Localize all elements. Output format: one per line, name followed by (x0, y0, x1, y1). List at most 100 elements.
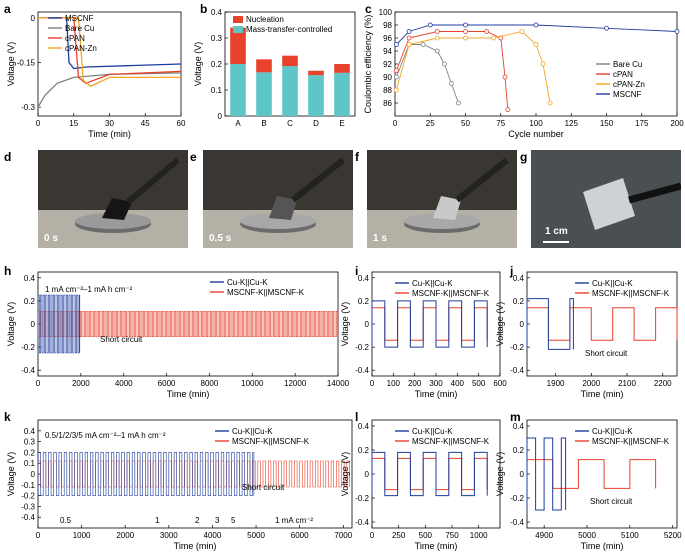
photo-d-time: 0 s (44, 233, 58, 244)
chart-l-ytick-label-1: -0.2 (355, 494, 369, 503)
chart-c-legend-3: MSCNF (613, 90, 642, 99)
chart-c-series-1 (395, 31, 509, 110)
chart-k-xtick-label-7: 7000 (334, 531, 352, 540)
chart-a-xtick-label-3: 45 (141, 119, 150, 128)
chart-c-series-2 (395, 31, 551, 104)
chart-k-ytick-label-3: -0.1 (21, 481, 35, 490)
chart-a-legend-3: cPAN-Zn (65, 44, 97, 53)
panel-label-i: i (355, 264, 359, 278)
chart-h-trace-1 (37, 294, 81, 354)
chart-b-bar-0-3 (308, 75, 324, 116)
chart-b-bar-0-2 (282, 66, 298, 116)
chart-k-legend-0: Cu-K||Cu-K (232, 427, 273, 436)
chart-j-short-label: Short circuit (585, 349, 628, 358)
chart-c-point-0-4 (441, 61, 447, 67)
chart-l-legend-1: MSCNF-K||MSCNF-K (412, 437, 490, 446)
chart-b-bar-0-0 (230, 64, 246, 116)
chart-k-xtick-label-5: 5000 (247, 531, 265, 540)
chart-c-point-1-1 (406, 35, 412, 41)
chart-b-bar-1-2 (282, 55, 298, 67)
chart-b-ytick-label-4: 0.4 (211, 8, 223, 17)
chart-b-category-1: B (261, 119, 266, 128)
panel-label-j: j (510, 264, 514, 278)
chart-c-point-0-6 (456, 100, 461, 106)
chart-h-xtick-label-5: 10000 (241, 379, 264, 388)
chart-l-ytick-label-3: 0.2 (358, 446, 370, 455)
panel-label-l: l (355, 410, 359, 424)
chart-c-point-2-4 (491, 35, 497, 41)
chart-i-legend-1: MSCNF-K||MSCNF-K (412, 289, 490, 298)
chart-i-xtick-label-6: 600 (493, 379, 507, 388)
chart-i-legend-0: Cu-K||Cu-K (412, 279, 453, 288)
photo-g-scalebar: 1 cm (545, 226, 568, 237)
chart-c-point-1-0 (394, 68, 399, 73)
chart-i-ytick-label-3: 0.2 (358, 297, 370, 306)
chart-j-ytick-label-2: 0 (520, 320, 525, 329)
photo-d-image (38, 150, 188, 248)
chart-k-ytick-label-4: 0 (31, 470, 36, 479)
chart-j-ytick-label-1: -0.2 (510, 343, 524, 352)
chart-h-xtick-label-3: 6000 (158, 379, 176, 388)
chart-b-category-4: E (339, 119, 344, 128)
chart-c-ytick-label-4: 94 (383, 47, 392, 56)
chart-i-ytick-label-1: -0.2 (355, 343, 369, 352)
chart-b-ytick-label-3: 0.3 (211, 34, 223, 43)
chart-l-xlabel: Time (min) (415, 541, 458, 551)
chart-j-ytick-label-4: 0.4 (513, 274, 525, 283)
chart-k-short-label: Short circuit (242, 483, 285, 492)
chart-k-xtick-label-6: 6000 (291, 531, 309, 540)
chart-c-point-3-3 (463, 22, 468, 28)
chart-c-xtick-label-1: 25 (426, 119, 435, 128)
chart-b-category-0: A (235, 119, 241, 128)
chart-a-ytick-label-0: -0.3 (21, 103, 35, 112)
panel-label-d: d (4, 150, 12, 164)
chart-j-xtick-label-1: 2000 (582, 379, 600, 388)
chart-m-ytick-label-1: -0.2 (510, 494, 524, 503)
chart-l-xtick-label-4: 1000 (470, 531, 488, 540)
chart-h-ylabel: Voltage (V) (6, 302, 16, 347)
chart-a-xtick-label-0: 0 (36, 119, 41, 128)
chart-b-ytick-label-0: 0 (218, 112, 223, 121)
chart-c-ytick-label-2: 90 (383, 73, 392, 82)
chart-c-point-2-5 (519, 29, 525, 34)
chart-l-trace-1 (371, 451, 488, 497)
chart-h-xtick-label-6: 12000 (284, 379, 307, 388)
chart-k-xtick-label-3: 3000 (160, 531, 178, 540)
chart-m-xtick-label-3: 5200 (664, 531, 682, 540)
chart-b-legend-1: Mass-transfer-controlled (246, 25, 332, 34)
chart-a-xtick-label-1: 15 (69, 119, 78, 128)
chart-k-rate-label-3: 3 (215, 516, 220, 525)
chart-m-ytick-label-4: 0.4 (513, 422, 525, 431)
chart-a-legend-2: cPAN (65, 34, 85, 43)
chart-c-ytick-label-7: 100 (379, 8, 393, 17)
chart-i-xlabel: Time (min) (415, 389, 458, 399)
chart-c-point-1-3 (463, 29, 468, 34)
chart-h-ytick-label-0: -0.4 (21, 366, 35, 375)
chart-c-point-3-2 (427, 22, 433, 28)
chart-b-category-3: D (313, 119, 319, 128)
chart-k-legend-1: MSCNF-K||MSCNF-K (232, 437, 310, 446)
chart-c-ytick-label-1: 88 (383, 86, 392, 95)
chart-j-ytick-label-0: -0.4 (510, 366, 524, 375)
chart-b-category-2: C (287, 119, 293, 128)
panel-label-k: k (4, 410, 11, 424)
chart-m-ytick-label-0: -0.4 (510, 518, 524, 527)
chart-m-legend-1: MSCNF-K||MSCNF-K (592, 437, 670, 446)
chart-l-ylabel: Voltage (V) (340, 452, 350, 497)
chart-c-point-0-2 (420, 42, 426, 47)
chart-c-point-1-2 (434, 29, 440, 34)
chart-c-legend-0: Bare Cu (613, 60, 642, 69)
photo-e: 0.5 s (203, 150, 353, 248)
chart-h-xtick-label-0: 0 (36, 379, 41, 388)
chart-j-xtick-label-3: 2200 (654, 379, 672, 388)
chart-i-ytick-label-0: -0.4 (355, 366, 369, 375)
chart-c-xtick-label-5: 125 (565, 119, 579, 128)
chart-c-series-0 (395, 44, 459, 104)
chart-c-ytick-label-5: 96 (383, 34, 392, 43)
chart-b-bar-1-3 (308, 70, 324, 76)
chart-m-trace-1 (526, 437, 567, 511)
chart-c-point-3-1 (406, 29, 412, 34)
chart-m-ylabel: Voltage (V) (495, 452, 505, 497)
photo-e-time: 0.5 s (209, 233, 232, 244)
chart-l-xtick-label-1: 250 (392, 531, 406, 540)
